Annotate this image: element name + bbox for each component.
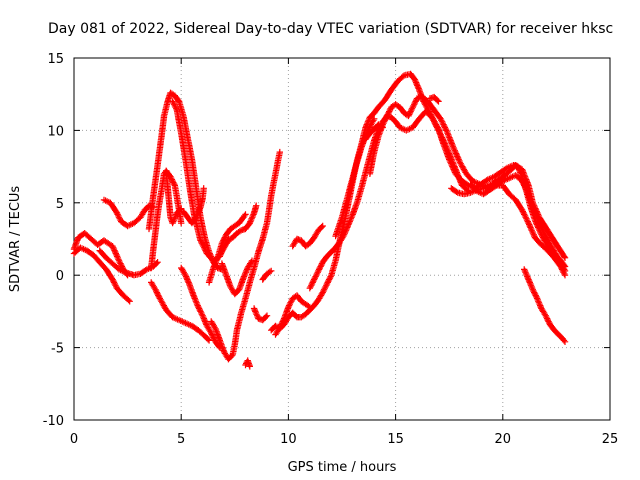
series-arc-15: [218, 257, 256, 298]
series-arc-14: [216, 202, 260, 259]
x-tick-label: 20: [495, 432, 512, 447]
series-arc-5: [145, 89, 226, 273]
scatter-marks: [366, 92, 569, 261]
series-arc-24: [332, 115, 378, 240]
x-axis-label: GPS time / hours: [288, 460, 397, 475]
scatter-marks: [426, 93, 442, 105]
series-arc-28: [448, 182, 569, 279]
series-arc-16: [242, 357, 253, 370]
scatter-marks: [218, 257, 256, 298]
series-arc-29: [521, 266, 569, 345]
x-tick-label: 10: [280, 432, 297, 447]
series-arc-18: [259, 267, 275, 283]
y-tick-label: 15: [47, 52, 64, 67]
series-arc-23: [366, 92, 569, 261]
scatter-marks: [205, 211, 249, 286]
scatter-marks: [70, 244, 133, 305]
scatter-marks: [289, 222, 326, 250]
scatter-marks: [268, 70, 472, 334]
series-arc-10: [148, 279, 213, 344]
scatter-marks: [180, 185, 207, 227]
scatter-marks: [250, 305, 271, 324]
y-tick-label: 5: [56, 197, 64, 212]
y-tick-label: 10: [47, 124, 64, 139]
series-arc-2: [70, 244, 133, 305]
scatter-marks: [178, 264, 223, 351]
scatter-marks: [362, 121, 386, 143]
series-arc-27: [467, 172, 569, 275]
series-arc-11: [178, 264, 223, 351]
scatter-marks: [242, 357, 253, 370]
x-tick-label: 5: [177, 432, 185, 447]
plot-frame: [73, 57, 611, 421]
series-arc-9: [180, 185, 207, 227]
axis-ticks: 0 5 10 15 20 25 -10 -5 0 5 10 15: [43, 52, 619, 447]
scatter-marks: [467, 172, 569, 275]
scatter-marks: [259, 267, 275, 283]
series-arc-25: [362, 121, 386, 143]
y-tick-label: -10: [43, 414, 64, 429]
scatter-marks: [100, 196, 157, 230]
series-arc-26: [426, 93, 442, 105]
series-arc-12: [208, 148, 283, 363]
x-tick-label: 25: [602, 432, 619, 447]
scatter-marks: [332, 115, 378, 240]
scatter-marks: [208, 148, 283, 363]
data-points: [70, 70, 569, 370]
series-arc-4: [100, 196, 157, 230]
scatter-marks: [521, 266, 569, 345]
y-tick-label: 0: [56, 269, 64, 284]
series-arc-20: [268, 70, 472, 334]
x-tick-label: 15: [387, 432, 404, 447]
chart-title: Day 081 of 2022, Sidereal Day-to-day VTE…: [48, 21, 613, 37]
series-arc-21: [289, 222, 326, 250]
scatter-marks: [216, 202, 260, 259]
scatter-marks: [163, 167, 185, 227]
y-axis-label: SDTVAR / TECUs: [8, 186, 23, 293]
x-tick-label: 0: [70, 432, 78, 447]
scatter-marks: [145, 89, 226, 273]
grid-lines: [74, 58, 610, 420]
series-arc-13: [205, 211, 249, 286]
scatter-marks: [148, 279, 213, 344]
series-arc-17: [250, 305, 271, 324]
scatter-marks: [448, 182, 569, 279]
series-arc-8: [163, 167, 185, 227]
y-tick-label: -5: [51, 342, 64, 357]
